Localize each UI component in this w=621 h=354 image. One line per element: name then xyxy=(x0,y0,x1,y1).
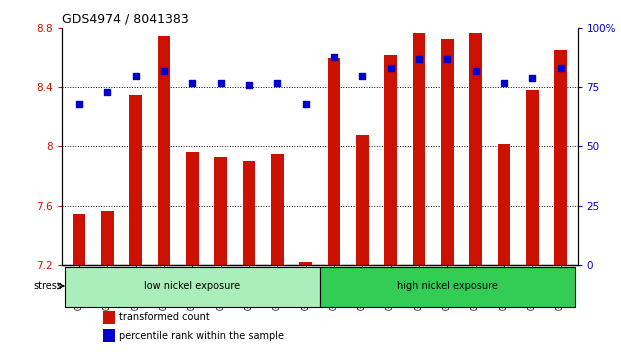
Point xyxy=(74,101,84,107)
Bar xyxy=(214,157,227,265)
Bar xyxy=(384,55,397,265)
Point xyxy=(159,68,169,74)
Bar xyxy=(554,51,567,265)
Point xyxy=(215,80,225,86)
Point xyxy=(499,80,509,86)
Point xyxy=(527,75,537,81)
Text: GDS4974 / 8041383: GDS4974 / 8041383 xyxy=(62,13,189,26)
Point xyxy=(357,73,367,79)
Text: stress: stress xyxy=(34,281,63,291)
Point xyxy=(556,65,566,71)
Bar xyxy=(441,39,453,265)
Point xyxy=(442,56,452,62)
Bar xyxy=(526,90,538,265)
Bar xyxy=(103,329,115,342)
Bar xyxy=(65,267,320,307)
Bar xyxy=(129,95,142,265)
Point xyxy=(273,80,283,86)
Bar xyxy=(101,211,114,265)
Bar xyxy=(73,215,86,265)
Bar xyxy=(103,310,115,324)
Bar xyxy=(328,58,340,265)
Text: low nickel exposure: low nickel exposure xyxy=(144,281,240,291)
Bar xyxy=(356,135,369,265)
Point xyxy=(386,65,396,71)
Point xyxy=(188,80,197,86)
Text: high nickel exposure: high nickel exposure xyxy=(397,281,497,291)
Bar xyxy=(243,161,255,265)
Bar xyxy=(299,262,312,265)
Bar xyxy=(271,154,284,265)
Point xyxy=(301,101,310,107)
Text: percentile rank within the sample: percentile rank within the sample xyxy=(119,331,284,341)
Bar xyxy=(158,36,170,265)
Point xyxy=(414,56,424,62)
Bar xyxy=(412,33,425,265)
Text: transformed count: transformed count xyxy=(119,312,209,322)
Bar xyxy=(469,33,482,265)
Point xyxy=(131,73,141,79)
Point xyxy=(471,68,481,74)
Bar xyxy=(320,267,574,307)
Point xyxy=(244,82,254,88)
Bar xyxy=(497,143,510,265)
Point xyxy=(102,89,112,95)
Bar xyxy=(186,152,199,265)
Point xyxy=(329,54,339,59)
